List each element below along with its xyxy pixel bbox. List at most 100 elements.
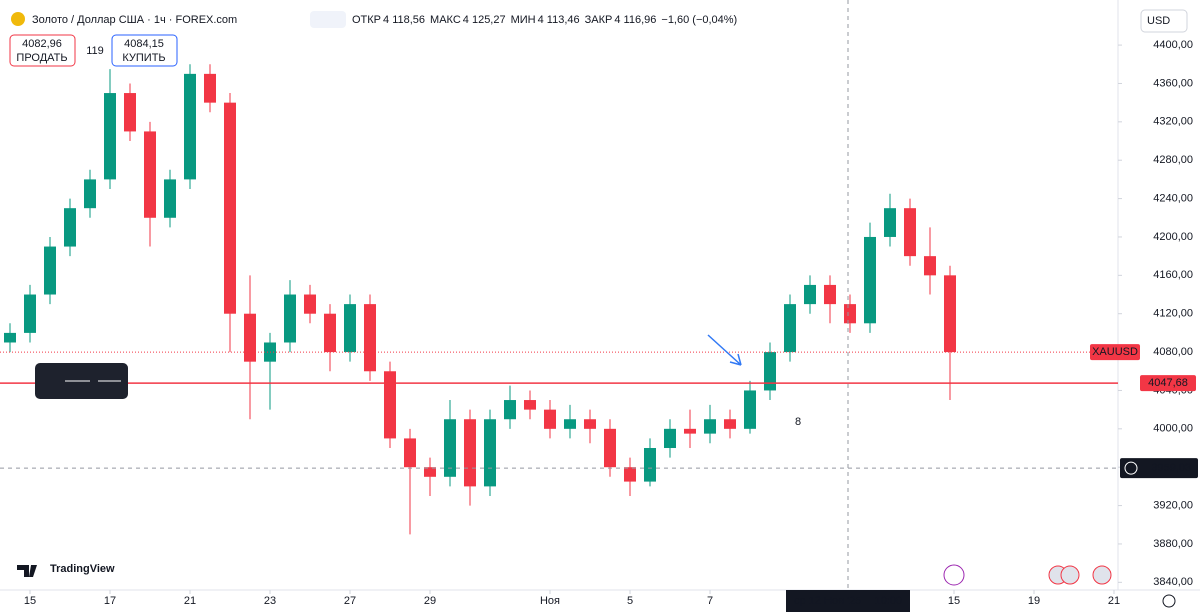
crosshair-y-label: 3959,03: [1151, 462, 1191, 474]
candle-body: [764, 352, 776, 391]
currency-button[interactable]: [1140, 9, 1188, 33]
candle-body: [364, 304, 376, 372]
event-icon[interactable]: [943, 564, 965, 586]
candle-body: [804, 284, 816, 305]
x-tick-label: 19: [1028, 595, 1040, 607]
event-icon[interactable]: [1092, 565, 1112, 585]
candle-body: [124, 93, 136, 132]
y-tick-label: 4400,00: [1153, 39, 1193, 51]
y-tick-label: 4200,00: [1153, 231, 1193, 243]
arrow-annotation: [707, 334, 742, 366]
y-tick-label: 3840,00: [1153, 576, 1193, 588]
ohlc-label: ОТКР: [352, 14, 381, 26]
symbol: Золото / Доллар США · 1ч · FOREX.com: [32, 14, 237, 26]
plot: [0, 0, 1118, 590]
candle-body: [584, 419, 596, 429]
sell-price: 4082,96: [22, 38, 62, 50]
x-tick-label: 21: [184, 595, 196, 607]
x-tick-label: 21: [1108, 595, 1120, 607]
symbol-tag-label: XAUUSD: [1092, 346, 1138, 358]
candle-body: [84, 179, 96, 209]
candle-body: [384, 371, 396, 439]
candle-body: [44, 246, 56, 295]
x-tick-label: 17: [104, 595, 116, 607]
candle-body: [404, 438, 416, 468]
candle-body: [604, 428, 616, 468]
candle-body: [504, 400, 516, 420]
ohlc-label: ЗАКР: [585, 14, 613, 26]
x-tick-label: 29: [424, 595, 436, 607]
candle-body: [624, 467, 636, 482]
y-tick-label: 4320,00: [1153, 116, 1193, 128]
y-tick-label: 4000,00: [1153, 423, 1193, 435]
candle-body: [744, 390, 756, 429]
ohlc-label: МИН: [511, 14, 536, 26]
candle-body: [244, 313, 256, 362]
candle-body: [904, 208, 916, 257]
buy-label: КУПИТЬ: [122, 52, 165, 64]
candle-body: [224, 102, 236, 314]
candle-body: [864, 236, 876, 324]
candle-body: [24, 294, 36, 333]
sell-button[interactable]: [9, 34, 76, 67]
candle-body: [324, 313, 336, 353]
x-tick-label: 5: [627, 595, 633, 607]
currency: USD: [1147, 15, 1170, 27]
y-tick-label: 4080,00: [1153, 346, 1193, 358]
candle-body: [684, 428, 696, 434]
candle-body: [664, 428, 676, 449]
ohlc-value: 4 116,96: [614, 14, 656, 26]
crosshair-plus: [1124, 461, 1138, 475]
y-tick-label: 4240,00: [1153, 192, 1193, 204]
logo-icon: [17, 565, 37, 577]
candle-body: [164, 179, 176, 218]
event-icon[interactable]: [1060, 565, 1080, 585]
y-tick-label: 4120,00: [1153, 308, 1193, 320]
candle-body: [524, 400, 536, 410]
candle-body: [844, 304, 856, 324]
candle-body: [4, 332, 16, 343]
ohlc-label: МАКС: [430, 14, 461, 26]
candle-body: [824, 284, 836, 305]
candle-body: [284, 294, 296, 343]
candle-body: [884, 208, 896, 237]
crosshair-x-tag: [786, 590, 910, 612]
logo: TradingView: [50, 563, 115, 575]
x-tick-label: 27: [344, 595, 356, 607]
ohlc-value: 4 113,46: [538, 14, 580, 26]
spread: 119: [86, 45, 104, 57]
compare-button[interactable]: [310, 11, 346, 28]
x-tick-label: Ноя: [540, 595, 560, 607]
candle-body: [704, 419, 716, 434]
y-tick-label: 4360,00: [1153, 77, 1193, 89]
crosshair-y-tag: [1120, 458, 1198, 479]
y-tick-label: 4160,00: [1153, 269, 1193, 281]
candle-body: [424, 467, 436, 477]
candle-body: [924, 256, 936, 276]
candle-body: [644, 448, 656, 482]
symbol-tag: [1090, 344, 1140, 361]
candle-body: [464, 419, 476, 487]
symbol-icon: [11, 12, 25, 26]
x-tick-label: 15: [948, 595, 960, 607]
grid: [29, 44, 1122, 594]
candle-body: [484, 419, 496, 487]
settings-icon[interactable]: [1162, 594, 1176, 608]
ui: Золото / Доллар США · 1ч · FOREX.com 408…: [9, 9, 1198, 612]
annotation: 8: [795, 416, 801, 428]
x-tick-label: 15: [24, 595, 36, 607]
sell-label: ПРОДАТЬ: [16, 52, 67, 64]
candle-body: [304, 294, 316, 314]
crosshair-time: 10:00: [874, 595, 902, 607]
ohlc-value: 4 125,27: [463, 14, 506, 26]
ohlc-change: −1,60 (−0,04%): [661, 14, 737, 26]
ohlc-value: 4 118,56: [383, 14, 425, 26]
buy-button[interactable]: [111, 34, 178, 67]
candle-body: [184, 73, 196, 180]
y-tick-label: 4280,00: [1153, 154, 1193, 166]
candle-body: [344, 304, 356, 353]
candle-body: [564, 419, 576, 429]
crosshair-date: ср 12 Ноя '25: [794, 595, 861, 607]
candle-body: [64, 208, 76, 247]
